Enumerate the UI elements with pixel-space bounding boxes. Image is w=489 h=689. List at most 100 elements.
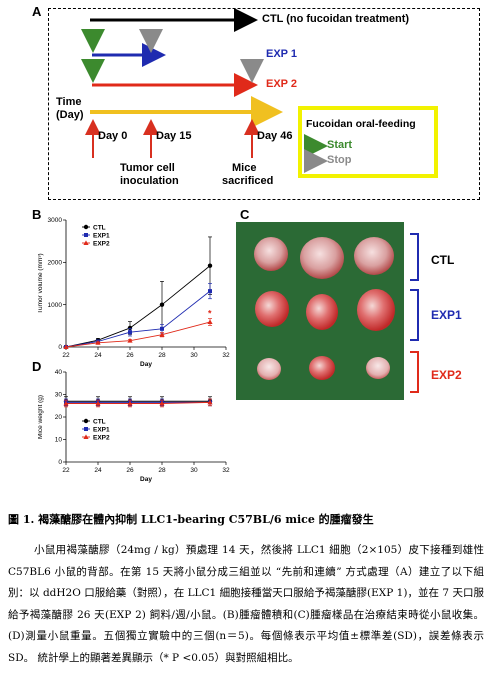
legend-label: CTL <box>93 418 106 425</box>
y-tick-label: 20 <box>55 414 63 421</box>
photo-label-exp2: EXP2 <box>431 368 462 382</box>
series-line <box>65 290 211 348</box>
day46-label: Day 46 <box>257 130 293 142</box>
data-point <box>127 338 133 343</box>
y-tick-label: 1000 <box>48 302 63 309</box>
data-point <box>128 330 132 335</box>
y-tick-label: 10 <box>55 437 63 444</box>
series-exp1 <box>64 398 212 407</box>
tumor-exp1-1 <box>255 291 289 327</box>
y-tick-label: 40 <box>55 369 63 376</box>
timeline-panel <box>48 8 480 200</box>
data-point <box>159 332 165 337</box>
data-point <box>63 344 69 349</box>
x-tick-label: 30 <box>190 467 198 474</box>
data-point <box>159 400 165 406</box>
x-tick-label: 24 <box>94 467 102 474</box>
tumor-exp1-2 <box>306 294 338 330</box>
tumor-photo <box>236 222 404 400</box>
tumor-ctl-2 <box>300 237 344 279</box>
inoculation-label-2: inoculation <box>120 175 179 187</box>
tumor-exp2-2 <box>309 356 335 380</box>
panel-letter-d: D <box>32 359 42 374</box>
significance-marker: * <box>208 309 212 319</box>
legend-label: EXP2 <box>93 434 110 441</box>
legend-label: CTL <box>93 224 106 231</box>
series-line <box>65 265 211 348</box>
photo-label-exp1: EXP1 <box>431 308 462 322</box>
panel-letter-a: A <box>32 4 42 19</box>
data-point <box>207 263 213 268</box>
figure-caption-title: 圖 1. 褐藻醣膠在體內抑制 LLC1-bearing C57BL/6 mice… <box>8 513 374 526</box>
tumor-volume-chart: 22 24 26 28 30 32 0 1000 2000 3000 Day Tumor volume… <box>38 217 230 368</box>
x-axis-label: Day <box>140 361 152 368</box>
data-point <box>207 399 213 405</box>
exp1-label: EXP 1 <box>266 48 297 60</box>
legend-marker <box>83 418 89 424</box>
x-tick-label: 30 <box>190 352 198 359</box>
x-axis-label: Day <box>140 476 152 483</box>
x-tick-label: 32 <box>222 352 230 359</box>
time-label: Time <box>56 96 82 108</box>
legend-stop-label: Stop <box>327 154 352 166</box>
panel-letter-b: B <box>32 207 42 222</box>
series-ctl <box>63 396 213 407</box>
legend-marker <box>84 427 88 431</box>
tumor-photo-image <box>236 222 404 400</box>
data-point <box>159 302 165 307</box>
legend-marker <box>83 434 89 439</box>
data-point <box>95 340 101 345</box>
x-tick-label: 22 <box>62 467 70 474</box>
day-unit-label: (Day) <box>56 109 84 121</box>
photo-brackets <box>410 233 419 393</box>
data-point <box>207 319 213 325</box>
data-point <box>63 400 69 406</box>
legend-label: EXP1 <box>93 426 110 433</box>
legend-title: Fucoidan oral-feeding <box>306 118 416 130</box>
figure-caption-body: 小鼠用褐藻醣膠（24mg / kg）預處理 14 天，然後將 LLC1 細胞（2… <box>8 544 484 664</box>
tumor-ctl-1 <box>254 237 288 271</box>
timeline-graphics <box>81 8 438 178</box>
x-tick-label: 28 <box>158 467 166 474</box>
ctl-label: CTL (no fucoidan treatment) <box>262 13 410 25</box>
series-exp2 <box>63 318 213 349</box>
exp2-label: EXP 2 <box>266 78 297 90</box>
legend-start-label: Start <box>327 139 353 151</box>
tumor-exp2-3 <box>366 357 390 379</box>
mice-weight-chart: 22 24 26 28 30 32 0 10 20 30 40 Day Mice weight (g) C… <box>38 369 230 483</box>
series-ctl <box>63 236 213 350</box>
data-point <box>127 325 133 331</box>
legend-label: EXP2 <box>93 240 110 247</box>
day0-label: Day 0 <box>98 130 128 142</box>
day15-label: Day 15 <box>156 130 192 142</box>
photo-label-ctl: CTL <box>431 253 455 267</box>
sacrificed-label-1: Mice <box>232 162 257 174</box>
y-axis-label: Mice weight (g) <box>38 395 44 439</box>
x-tick-label: 22 <box>62 352 70 359</box>
legend-label: EXP1 <box>93 232 110 239</box>
legend-marker <box>83 224 89 230</box>
tumor-exp1-3 <box>357 289 395 331</box>
x-tick-label: 28 <box>158 352 166 359</box>
data-point <box>127 400 133 406</box>
x-tick-label: 24 <box>94 352 102 359</box>
panel-letter-c: C <box>240 207 250 222</box>
data-point <box>160 326 164 331</box>
y-tick-label: 0 <box>58 344 62 351</box>
data-point <box>95 400 101 406</box>
series-exp2 <box>63 398 213 408</box>
inoculation-label-1: Tumor cell <box>120 162 175 174</box>
data-point <box>208 289 212 294</box>
sacrificed-label-2: sacrificed <box>222 175 274 187</box>
y-tick-label: 30 <box>55 392 63 399</box>
x-tick-label: 26 <box>126 352 134 359</box>
y-tick-label: 3000 <box>48 217 63 224</box>
x-tick-label: 26 <box>126 467 134 474</box>
y-tick-label: 0 <box>58 459 62 466</box>
y-axis-label: Tumor volume (mm³) <box>38 253 44 313</box>
legend-marker <box>83 240 89 245</box>
tumor-ctl-3 <box>354 237 394 275</box>
x-tick-label: 32 <box>222 467 230 474</box>
tumor-exp2-1 <box>257 358 281 380</box>
legend-marker <box>84 233 88 237</box>
